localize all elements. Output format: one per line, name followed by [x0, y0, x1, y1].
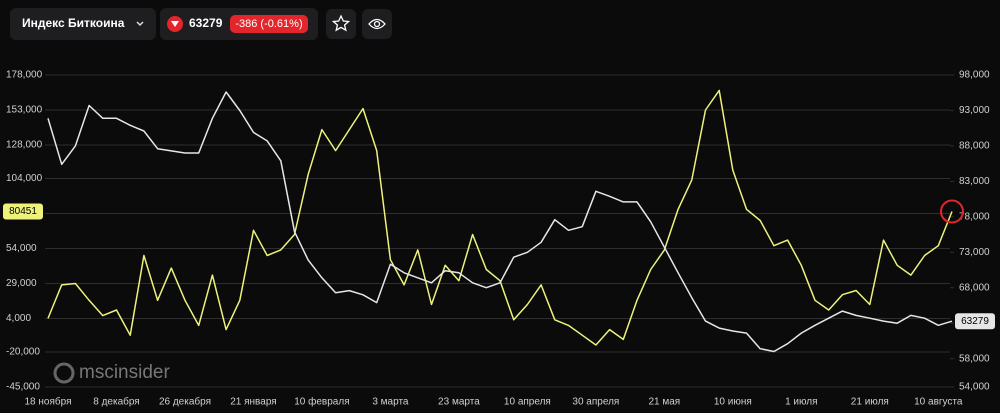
- overlay: 80451 63279: [3, 199, 995, 330]
- x-tick-label: 8 декабря: [93, 396, 139, 408]
- chevron: [136, 21, 144, 27]
- symbol-selector[interactable]: [10, 8, 156, 40]
- y-tick-label: 54,000: [6, 243, 37, 254]
- y2-tick-label: 73,000: [959, 247, 990, 258]
- value-badge-label: 63279: [961, 316, 989, 327]
- y-tick-label: 4,000: [6, 313, 31, 324]
- down-arrow: [171, 21, 179, 27]
- value-badge: [3, 203, 43, 220]
- series-line: [47, 91, 953, 353]
- x-tick-label: 26 декабря: [159, 396, 211, 408]
- x-tick-label: 21 июля: [851, 397, 889, 408]
- y2-tick-label: 58,000: [959, 353, 990, 364]
- series-line: [47, 89, 953, 346]
- value-badge: [955, 313, 995, 330]
- y2-tick-label: 83,000: [959, 176, 990, 187]
- star-button[interactable]: [326, 9, 356, 39]
- x-tick-label: 18 ноября: [25, 396, 72, 408]
- x-tick-label: 10 февраля: [294, 396, 349, 408]
- y2-tick-label: 88,000: [959, 141, 990, 152]
- plot: [47, 89, 953, 353]
- change: -386 (-0.61%): [235, 18, 302, 30]
- logo: mscinsider: [53, 362, 170, 384]
- y2-tick-label: 78,000: [959, 211, 990, 222]
- eye-button[interactable]: [362, 9, 392, 39]
- grid: 178,000153,000128,000104,00079,00054,000…: [6, 70, 990, 408]
- x-tick-label: 10 августа: [914, 397, 963, 408]
- highlight-ring: [940, 199, 964, 224]
- x-tick-label: 1 июля: [785, 397, 817, 408]
- x-tick-label: 30 апреля: [572, 397, 619, 408]
- x-tick-label: 23 марта: [438, 397, 480, 408]
- y-tick-label: 104,000: [6, 173, 43, 184]
- x-tick-label: 3 марта: [372, 397, 409, 408]
- price: 63279: [189, 16, 223, 30]
- y2-tick-label: 93,000: [959, 105, 990, 116]
- change-pill: [230, 15, 308, 33]
- y2-tick-label: 68,000: [959, 282, 990, 293]
- x-tick-label: 10 июня: [714, 397, 752, 408]
- symbol-title: Индекс Биткоина: [22, 16, 125, 30]
- eye-pupil: [373, 20, 381, 28]
- y-tick-label: 128,000: [6, 140, 43, 151]
- watermark: mscinsider: [79, 362, 170, 383]
- y-tick-label: 29,000: [6, 278, 37, 289]
- y-tick-label: -20,000: [6, 347, 40, 358]
- y-tick-label: 153,000: [6, 105, 43, 116]
- y-tick-label: -45,000: [6, 382, 40, 393]
- x-tick-label: 10 апреля: [504, 397, 551, 408]
- value-badge-label: 80451: [9, 206, 37, 217]
- y2-tick-label: 98,000: [959, 70, 990, 81]
- x-tick-label: 21 января: [230, 397, 276, 408]
- x-tick-label: 21 мая: [648, 397, 680, 408]
- y-tick-label: 178,000: [6, 70, 43, 81]
- eye-icon: [368, 18, 386, 30]
- y2-tick-label: 54,000: [959, 382, 990, 393]
- logo-icon: [53, 362, 75, 384]
- star-icon: [331, 14, 351, 32]
